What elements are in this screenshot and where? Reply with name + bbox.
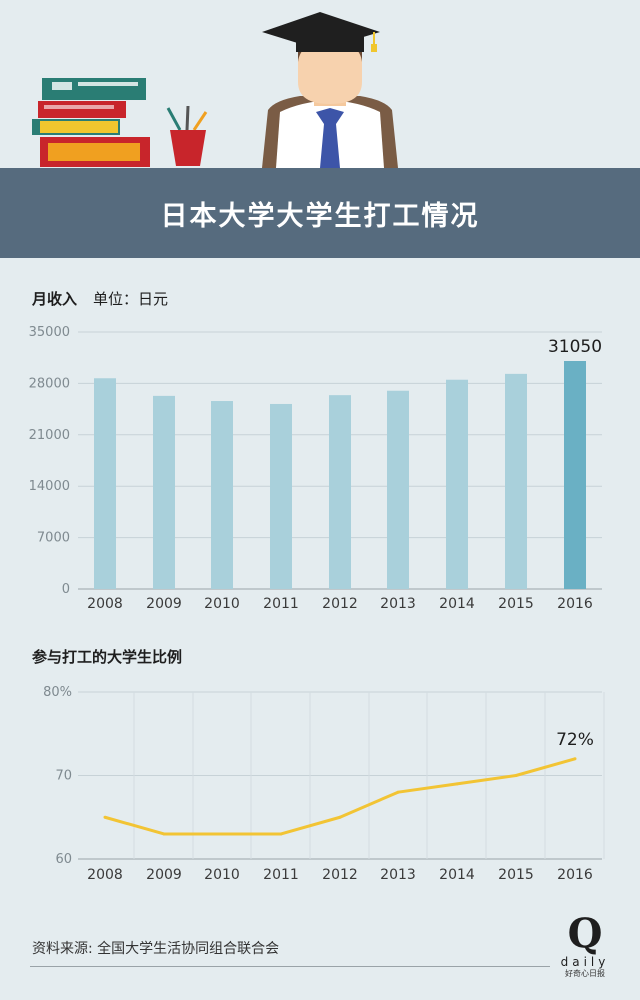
data-point (455, 782, 459, 786)
x-tick-label: 2011 (263, 596, 299, 612)
data-point (103, 815, 107, 819)
bar (94, 378, 116, 589)
data-point (279, 832, 283, 836)
graduate-icon (262, 12, 398, 168)
bar (564, 361, 586, 589)
qdaily-logo: Q daily 好奇心日报 (555, 912, 615, 980)
bar (329, 395, 351, 589)
x-tick-label: 2008 (87, 596, 123, 612)
x-tick-label: 2008 (87, 867, 123, 883)
data-label: 72% (556, 730, 594, 750)
data-label: 31050 (548, 337, 602, 357)
x-tick-label: 2013 (380, 596, 416, 612)
bar (270, 403, 292, 589)
bar (153, 395, 175, 589)
x-tick-label: 2010 (204, 596, 240, 612)
y-tick-label: 60 (55, 852, 72, 867)
books-icon (32, 78, 150, 167)
y-tick-label: 7000 (37, 531, 70, 546)
x-tick-label: 2014 (439, 596, 475, 612)
y-tick-label: 28000 (29, 376, 70, 391)
ratio-line-chart: 60 70 80% 2008 2009 2010 2011 2012 2013 2014 2015 2… (43, 685, 605, 883)
pencil-cup-icon (166, 105, 208, 166)
logo-mark: Q (567, 910, 603, 957)
bar (211, 401, 233, 589)
y-tick-label: 0 (62, 582, 70, 597)
income-bar-chart: 0 7000 14000 21000 28000 35000 2008 2009 2010 201… (29, 325, 602, 612)
x-tick-label: 2013 (380, 867, 416, 883)
bar (446, 379, 468, 589)
series-line (104, 757, 576, 836)
ratio-chart-title: 参与打工的大学生比例 (32, 648, 183, 666)
bar (505, 373, 527, 589)
logo-subtext: 好奇心日报 (565, 969, 605, 978)
x-tick-label: 2015 (498, 596, 534, 612)
data-point (220, 832, 224, 836)
data-point (514, 774, 518, 777)
x-tick-label: 2015 (498, 867, 534, 883)
data-point (396, 790, 400, 794)
income-unit: 单位：日元 (93, 290, 169, 308)
x-tick-label: 2011 (263, 867, 299, 883)
x-tick-label: 2009 (146, 867, 182, 883)
x-tick-label: 2012 (322, 867, 358, 883)
y-tick-label: 70 (55, 769, 72, 784)
y-tick-label: 80% (43, 685, 72, 700)
y-tick-label: 14000 (29, 479, 70, 494)
bar (387, 390, 409, 589)
source-note: 资料来源: 全国大学生活协同组合联合会 (32, 941, 280, 957)
source-divider (30, 966, 550, 967)
x-tick-label: 2016 (557, 596, 593, 612)
data-point (338, 815, 342, 819)
income-label: 月收入 (32, 290, 78, 308)
x-tick-label: 2016 (557, 867, 593, 883)
y-tick-label: 21000 (29, 428, 70, 443)
page-title: 日本大学大学生打工情况 (160, 200, 480, 232)
x-tick-label: 2014 (439, 867, 475, 883)
x-tick-label: 2009 (146, 596, 182, 612)
income-chart-title: 月收入 单位：日元 (32, 288, 168, 309)
x-tick-label: 2010 (204, 867, 240, 883)
data-point (573, 757, 577, 761)
data-point (162, 832, 166, 836)
logo-text: daily (560, 955, 610, 969)
x-tick-label: 2012 (322, 596, 358, 612)
header-illustration (32, 12, 398, 168)
y-tick-label: 35000 (29, 325, 70, 340)
title-banner: 日本大学大学生打工情况 (0, 168, 640, 258)
